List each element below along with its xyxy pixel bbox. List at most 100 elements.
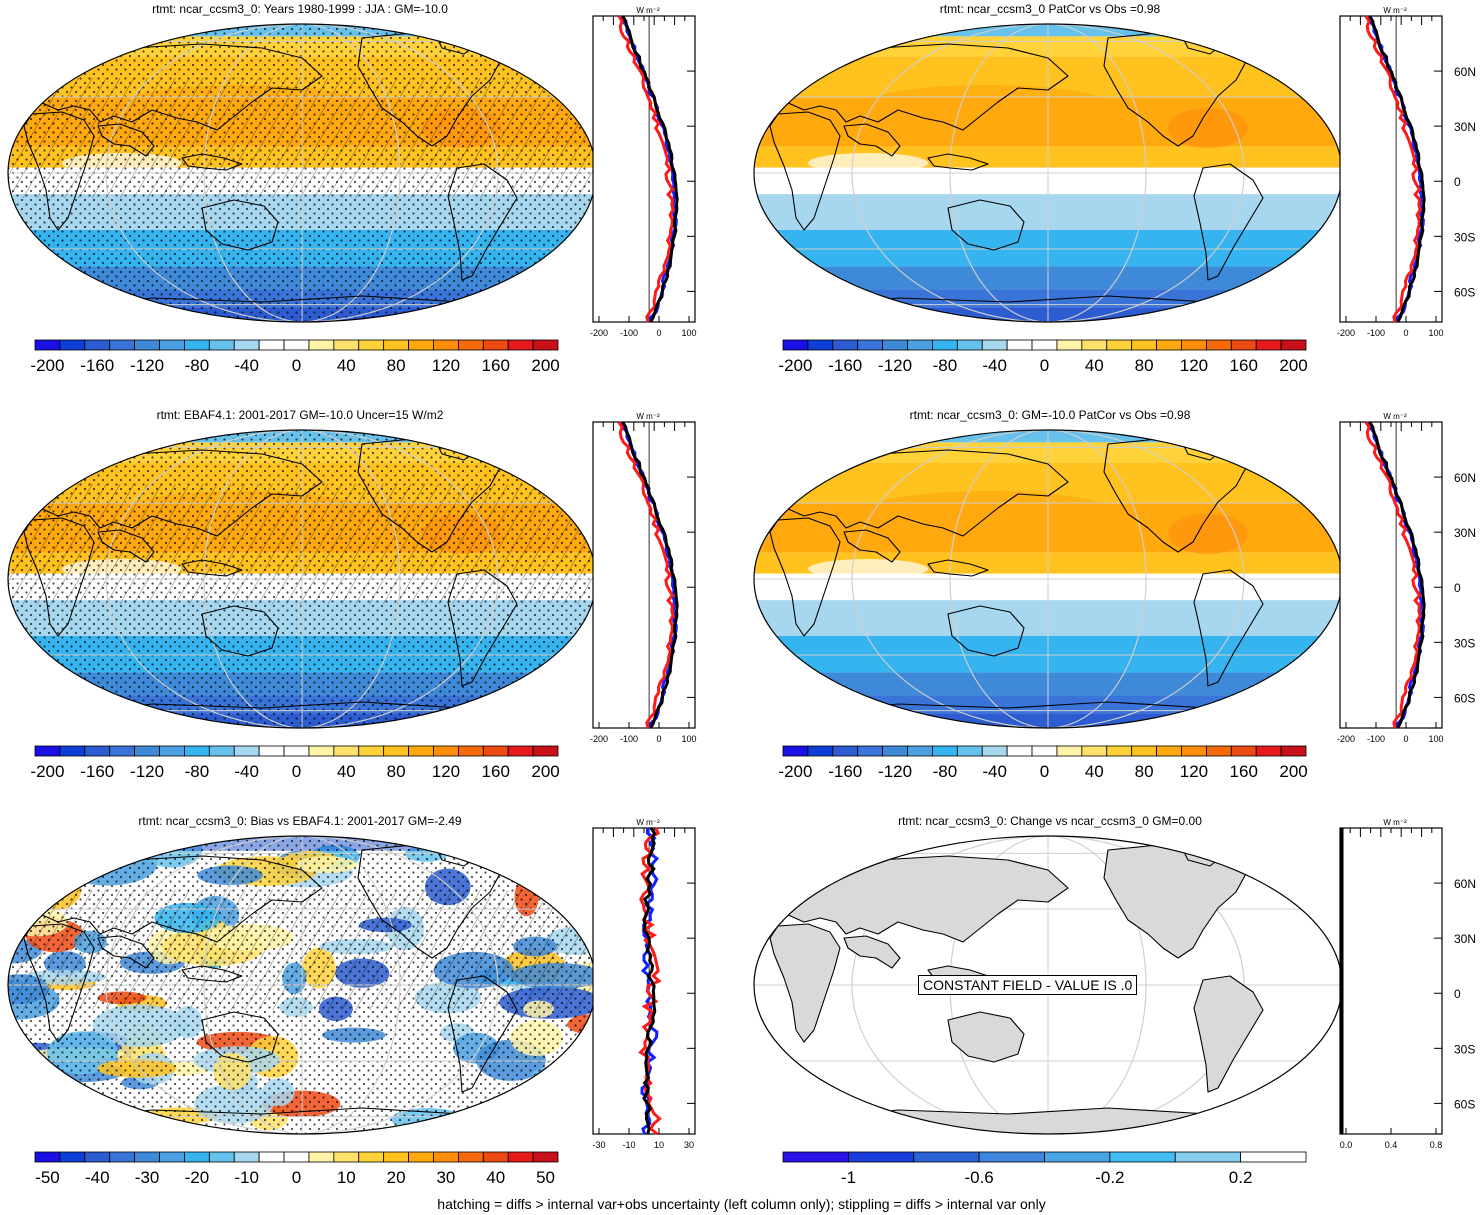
graticule-meridian	[105, 836, 499, 1134]
colorbar-swatch	[59, 1151, 86, 1163]
graticule-meridian	[851, 24, 1245, 322]
profile-lat-label: 30S	[1454, 230, 1475, 244]
colorbar-label: -200	[778, 762, 812, 781]
profile-x-label: 0	[656, 734, 661, 744]
field-blob	[808, 153, 928, 173]
colorbar-label: -80	[933, 356, 958, 375]
colorbar-swatch	[1131, 339, 1157, 351]
panel-title-5: rtmt: ncar_ccsm3_0: Bias vs EBAF4.1: 200…	[138, 814, 462, 828]
colorbar-label: 80	[1135, 762, 1154, 781]
map-field	[8, 836, 596, 1134]
colorbar-label: 160	[1230, 356, 1258, 375]
colorbar-swatch	[1230, 745, 1257, 757]
coastline	[97, 123, 155, 157]
profile-line-model	[1364, 15, 1422, 323]
profile-lat-label: 30S	[1454, 1042, 1475, 1056]
colorbar-swatch	[1006, 745, 1033, 757]
panel-title-4: rtmt: ncar_ccsm3_0: GM=-10.0 PatCor vs O…	[909, 408, 1191, 422]
colorbar-swatch	[1031, 745, 1058, 757]
coastline	[201, 199, 279, 251]
profile-x-label: -200	[1337, 328, 1355, 338]
colorbar-label: 10	[337, 1168, 356, 1187]
colorbar-label: 120	[432, 762, 460, 781]
colorbar-swatch	[433, 339, 459, 351]
colorbar-swatch	[358, 745, 385, 757]
colorbar-swatch	[109, 339, 136, 351]
colorbar-swatch	[457, 1151, 484, 1163]
colorbar-swatch	[208, 1151, 235, 1163]
colorbar-swatch	[847, 1151, 915, 1163]
colorbar-swatch	[932, 339, 958, 351]
colorbar-swatch	[1280, 745, 1307, 757]
colorbar-swatch	[532, 745, 559, 757]
coastline	[843, 123, 901, 157]
colorbar-swatch	[1006, 339, 1033, 351]
profile-x-label: 0	[1403, 328, 1408, 338]
colorbar-swatch	[333, 339, 360, 351]
colorbar-swatch	[1044, 1151, 1111, 1163]
colorbar-swatch	[1205, 745, 1232, 757]
graticule-meridian	[203, 24, 401, 322]
colorbar-swatch	[159, 745, 185, 757]
profile-x-label: 0.8	[1430, 1140, 1443, 1150]
colorbar-swatch	[84, 339, 111, 351]
profile-lat-label: 60S	[1454, 1097, 1475, 1111]
colorbar-label: -30	[135, 1168, 160, 1187]
coastline	[927, 559, 989, 577]
colorbar-label: -120	[878, 762, 912, 781]
profile-lat-label: 60S	[1454, 285, 1475, 299]
profile-line-mean	[1368, 15, 1426, 323]
panel-title-2: rtmt: ncar_ccsm3_0 PatCor vs Obs =0.98	[939, 2, 1161, 16]
colorbar-swatch	[1181, 339, 1207, 351]
colorbar-swatch	[1106, 339, 1133, 351]
profile-x-label: 100	[681, 734, 696, 744]
colorbar-label: 160	[482, 762, 510, 781]
colorbar-label: 20	[387, 1168, 406, 1187]
colorbar-swatch	[482, 339, 509, 351]
colorbar-swatch	[907, 339, 933, 351]
field-blob	[1168, 108, 1248, 148]
profile-panel-4: W m⁻² 60N 30N 0 30S 60S -200 -100 0 100	[1337, 412, 1476, 744]
colorbar-label: -0.2	[1095, 1168, 1124, 1187]
profile-x-label: -100	[620, 734, 638, 744]
colorbar-label: -10	[234, 1168, 259, 1187]
colorbar-label: 40	[1085, 762, 1104, 781]
colorbar-swatch	[109, 745, 136, 757]
profile-frame	[592, 421, 696, 729]
colorbar-label: 30	[436, 1168, 455, 1187]
colorbar-label: -40	[234, 356, 259, 375]
coastline	[201, 605, 279, 657]
colorbar-label: -160	[828, 762, 862, 781]
colorbar-swatch	[283, 745, 310, 757]
coastline	[1193, 569, 1264, 687]
coastline	[23, 517, 95, 637]
panel-title-1: rtmt: ncar_ccsm3_0: Years 1980-1999 : JJ…	[152, 2, 448, 16]
field-blob	[1168, 514, 1248, 554]
graticule-meridian	[203, 836, 401, 1134]
colorbar-label: 120	[1180, 762, 1208, 781]
colorbar-label: 0	[292, 1168, 301, 1187]
footer-note: hatching = diffs > internal var+obs unce…	[437, 1196, 1046, 1212]
colorbar-swatch	[832, 339, 859, 351]
profile-lat-label: 60S	[1454, 691, 1475, 705]
colorbar-swatch	[981, 745, 1008, 757]
colorbar-label: -40	[982, 762, 1007, 781]
panel-title-6: rtmt: ncar_ccsm3_0: Change vs ncar_ccsm3…	[898, 814, 1202, 828]
colorbar-swatch	[59, 745, 86, 757]
profile-lat-label: 60N	[1454, 877, 1476, 891]
profile-unit-label: W m⁻²	[1383, 412, 1407, 421]
colorbar-swatch	[807, 339, 834, 351]
map-field	[8, 430, 596, 728]
colorbar-label: 50	[536, 1168, 555, 1187]
colorbar-label: -40	[85, 1168, 110, 1187]
colorbar-label: 40	[486, 1168, 505, 1187]
field-blob	[848, 491, 1128, 547]
profile-frame	[1339, 827, 1443, 1135]
profile-frame	[1339, 421, 1443, 729]
colorbar-swatch	[233, 745, 260, 757]
colorbar-swatch	[1280, 339, 1307, 351]
profile-frame	[1339, 15, 1443, 323]
profile-x-label: -200	[590, 328, 608, 338]
map-panel-2	[753, 23, 1343, 323]
